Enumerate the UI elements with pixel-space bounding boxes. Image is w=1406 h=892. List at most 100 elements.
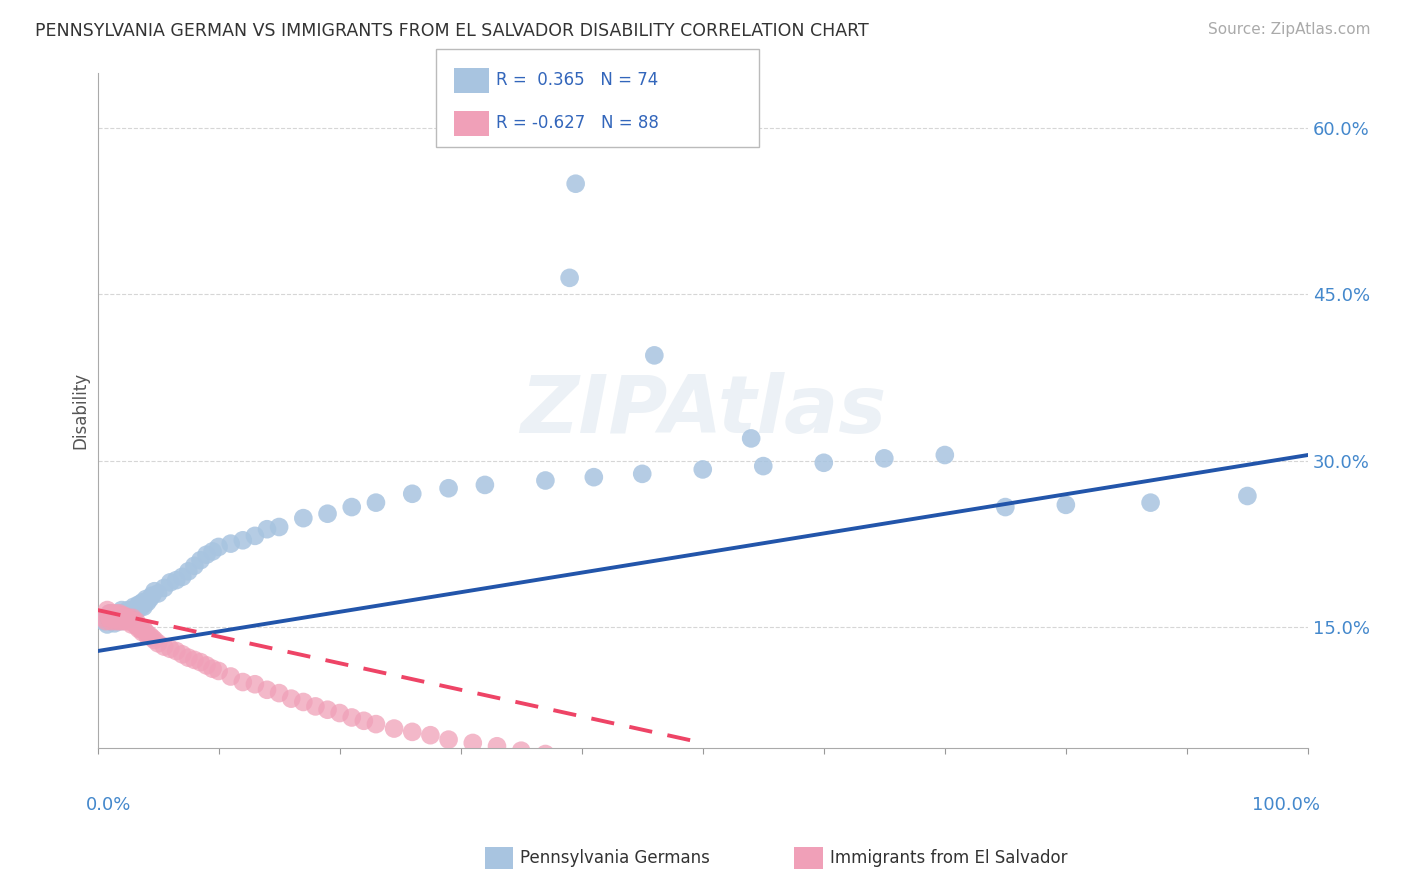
Point bbox=[401, 724, 423, 739]
Point bbox=[800, 778, 823, 792]
Point bbox=[93, 614, 115, 628]
Point bbox=[141, 589, 163, 603]
Point bbox=[94, 614, 117, 628]
Point bbox=[129, 599, 152, 614]
Point bbox=[131, 595, 153, 609]
Point bbox=[100, 614, 122, 628]
Point bbox=[201, 662, 224, 676]
Point bbox=[219, 669, 242, 683]
Point bbox=[437, 481, 460, 495]
Point bbox=[643, 348, 665, 362]
Point bbox=[146, 586, 169, 600]
Point bbox=[117, 614, 139, 628]
Point bbox=[340, 710, 363, 724]
Point bbox=[201, 544, 224, 558]
Point bbox=[104, 607, 127, 621]
Point bbox=[195, 548, 218, 562]
Point bbox=[118, 611, 141, 625]
Point bbox=[292, 511, 315, 525]
Point bbox=[136, 595, 159, 609]
Point bbox=[304, 699, 326, 714]
Point bbox=[243, 677, 266, 691]
Point bbox=[98, 607, 121, 621]
Text: ZIPAtlas: ZIPAtlas bbox=[520, 372, 886, 450]
Point bbox=[728, 772, 751, 787]
Point bbox=[118, 608, 141, 623]
Point bbox=[631, 761, 654, 775]
Point bbox=[582, 470, 605, 484]
Point bbox=[177, 564, 200, 578]
Point bbox=[128, 598, 150, 612]
Point bbox=[112, 612, 135, 626]
Point bbox=[96, 617, 118, 632]
Point bbox=[104, 612, 127, 626]
Point bbox=[1054, 498, 1077, 512]
Point bbox=[117, 603, 139, 617]
Y-axis label: Disability: Disability bbox=[72, 372, 89, 450]
Point bbox=[100, 614, 122, 628]
Point bbox=[138, 628, 160, 642]
Point bbox=[96, 603, 118, 617]
Point bbox=[129, 598, 152, 612]
Point bbox=[631, 467, 654, 481]
Point bbox=[763, 776, 786, 790]
Point bbox=[382, 722, 405, 736]
Point bbox=[114, 614, 136, 628]
Text: 100.0%: 100.0% bbox=[1251, 796, 1320, 814]
Point bbox=[994, 500, 1017, 514]
Point bbox=[121, 611, 143, 625]
Point bbox=[128, 622, 150, 636]
Point bbox=[564, 177, 586, 191]
Point bbox=[256, 522, 278, 536]
Point bbox=[143, 584, 166, 599]
Point bbox=[105, 611, 128, 625]
Point bbox=[437, 732, 460, 747]
Text: PENNSYLVANIA GERMAN VS IMMIGRANTS FROM EL SALVADOR DISABILITY CORRELATION CHART: PENNSYLVANIA GERMAN VS IMMIGRANTS FROM E… bbox=[35, 22, 869, 40]
Point bbox=[103, 608, 125, 623]
Point bbox=[269, 520, 291, 534]
Point bbox=[329, 706, 352, 720]
Text: Immigrants from El Salvador: Immigrants from El Salvador bbox=[830, 849, 1067, 867]
Text: R = -0.627   N = 88: R = -0.627 N = 88 bbox=[496, 114, 659, 132]
Point bbox=[474, 478, 496, 492]
Point bbox=[114, 607, 136, 621]
Point bbox=[219, 536, 242, 550]
Point bbox=[105, 614, 128, 628]
Point bbox=[127, 599, 149, 614]
Text: Pennsylvania Germans: Pennsylvania Germans bbox=[520, 849, 710, 867]
Point bbox=[136, 628, 159, 642]
Point bbox=[108, 607, 131, 621]
Point bbox=[364, 496, 387, 510]
Point bbox=[107, 608, 129, 623]
Point bbox=[103, 616, 125, 631]
Point bbox=[120, 611, 142, 625]
Point bbox=[153, 581, 176, 595]
Point bbox=[129, 620, 152, 634]
Point bbox=[125, 614, 148, 628]
Point bbox=[364, 717, 387, 731]
Point bbox=[132, 622, 155, 636]
Point bbox=[510, 744, 533, 758]
Point bbox=[94, 611, 117, 625]
Point bbox=[111, 603, 134, 617]
Point bbox=[127, 620, 149, 634]
Point bbox=[957, 782, 980, 797]
Point bbox=[752, 459, 775, 474]
Point bbox=[740, 431, 762, 445]
Point bbox=[98, 607, 121, 621]
Point bbox=[910, 782, 932, 797]
Point bbox=[120, 614, 142, 628]
Point bbox=[110, 611, 132, 625]
Point bbox=[107, 608, 129, 623]
Point bbox=[316, 703, 339, 717]
Point bbox=[111, 608, 134, 623]
Point bbox=[232, 675, 254, 690]
Point bbox=[582, 755, 605, 769]
Point bbox=[292, 695, 315, 709]
Point bbox=[115, 611, 138, 625]
Point bbox=[837, 780, 859, 795]
Point bbox=[269, 686, 291, 700]
Point bbox=[101, 607, 124, 621]
Point bbox=[558, 270, 581, 285]
Point bbox=[111, 611, 134, 625]
